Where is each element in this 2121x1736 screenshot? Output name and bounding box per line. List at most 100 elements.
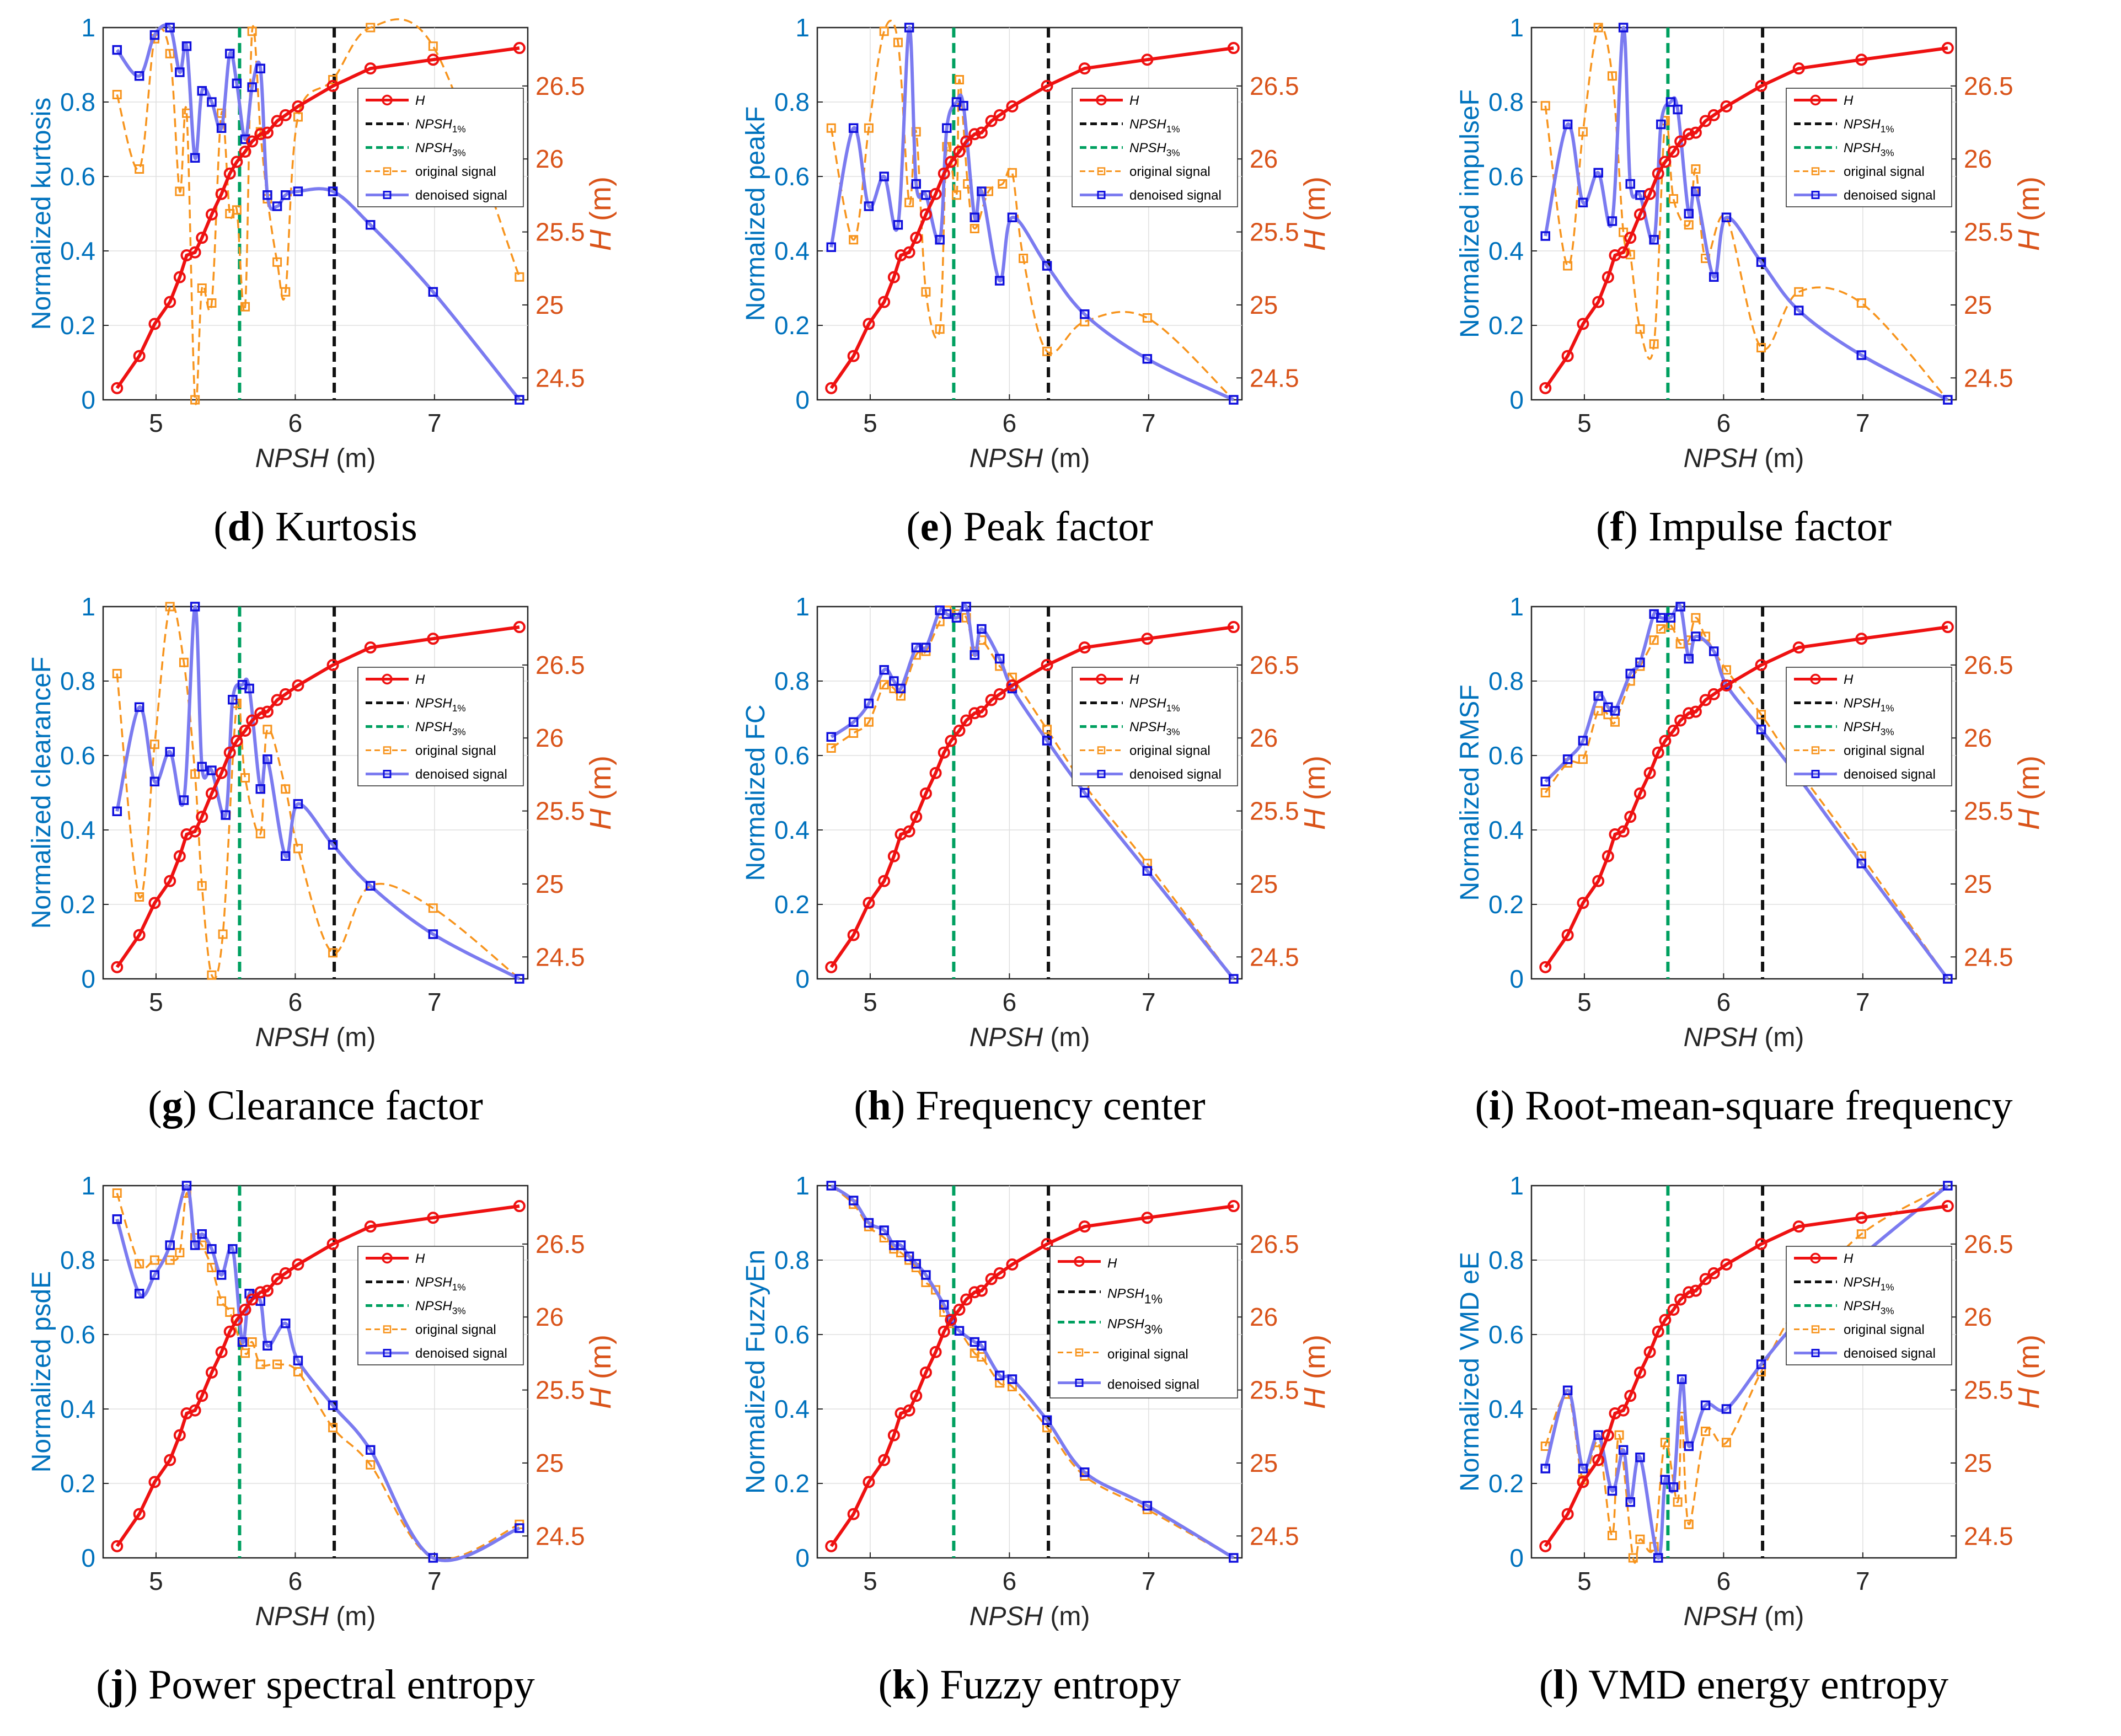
H-point	[985, 694, 998, 706]
H-point	[223, 1325, 236, 1338]
denoised-signal-point	[961, 602, 971, 612]
denoised-signal-point	[1684, 653, 1694, 664]
H-point	[254, 707, 267, 720]
original-signal-point	[165, 1255, 175, 1265]
original-signal-point	[864, 123, 874, 133]
y-tick-label: 1	[795, 13, 810, 42]
original-signal-point	[1614, 1430, 1624, 1440]
legend-marker-denoised	[1097, 770, 1106, 778]
H-point	[945, 1314, 957, 1326]
denoised-signal-point	[179, 795, 189, 805]
denoised-signal-point	[244, 683, 254, 694]
H-point	[863, 897, 875, 909]
plot-area	[816, 606, 1243, 980]
denoised-signal-point	[994, 276, 1005, 286]
legend-label: NPSH1%	[1129, 696, 1180, 714]
denoised-signal-point	[228, 695, 238, 705]
legend-marker-denoised	[1075, 1379, 1084, 1387]
H-line	[115, 625, 520, 968]
H-point	[173, 1429, 186, 1442]
H-point	[1577, 1476, 1589, 1488]
denoised-signal-point	[1691, 631, 1701, 641]
denoised-signal-point	[942, 123, 952, 133]
denoised-signal-point	[328, 1400, 338, 1410]
y-tick-label: 1	[81, 1171, 95, 1200]
y-tick-label: 1	[1509, 592, 1524, 621]
h-tick-label: 24.5	[535, 942, 585, 971]
h-tick-label: 26	[1250, 724, 1278, 752]
denoised-signal-point	[1943, 1181, 1953, 1191]
legend-marker-H	[1074, 1256, 1085, 1267]
H-point	[1792, 641, 1805, 654]
H-point	[196, 1390, 208, 1402]
original-signal-point	[864, 717, 874, 727]
h-tick-label: 25	[1964, 870, 1992, 898]
legend-label: original signal	[415, 164, 496, 179]
legend-marker-denoised	[1097, 191, 1106, 199]
y-tick-label: 0.6	[774, 741, 810, 770]
legend-label: H	[1107, 1256, 1117, 1271]
h-tick-label: 24.5	[535, 1521, 585, 1550]
denoised-signal-point	[879, 665, 889, 675]
H-point	[1602, 1429, 1614, 1442]
H-point	[196, 811, 208, 823]
H-point	[513, 42, 526, 55]
original-signal-point	[328, 1423, 338, 1433]
H-point	[953, 725, 966, 737]
original-signal-point	[921, 287, 931, 297]
denoised-signal-point	[826, 732, 836, 742]
original-signal-point	[1635, 1534, 1645, 1544]
denoised-signal-point	[224, 49, 235, 58]
legend: H NPSH1% NPSH3% original signal denoised sig…	[1072, 88, 1238, 207]
x-tick-label: 7	[427, 409, 442, 437]
legend-label: NPSH3%	[415, 1299, 466, 1316]
denoised-signal-point	[911, 179, 921, 189]
original-signal-point	[1721, 665, 1731, 675]
legend-label: NPSH1%	[1107, 1287, 1163, 1306]
x-tick-label: 6	[1717, 1567, 1731, 1595]
H-point	[1707, 688, 1720, 700]
legend-box	[1072, 88, 1238, 207]
H-point	[825, 382, 838, 394]
H-point	[1643, 1346, 1656, 1358]
H-point	[847, 1508, 860, 1520]
H-point	[985, 1273, 998, 1285]
original-signal-point	[904, 197, 914, 207]
y-tick-label: 0.2	[1488, 890, 1524, 919]
denoised-signal-point	[911, 1259, 921, 1269]
denoised-signal-point	[921, 1270, 931, 1280]
H-point	[173, 271, 186, 283]
H-point	[1941, 1200, 1954, 1213]
y-tick-label: 0.8	[774, 88, 810, 116]
h-tick-label: 26	[535, 144, 564, 173]
H-point	[1659, 156, 1672, 168]
denoised-signal-point	[232, 78, 242, 88]
denoised-signal-point	[1607, 216, 1617, 226]
original-signal-point	[951, 190, 961, 200]
H-point	[993, 1267, 1006, 1279]
denoised-signal-point	[935, 235, 945, 245]
H-point	[1602, 850, 1614, 862]
denoised-signal-point	[165, 1240, 175, 1250]
denoised-signal-point	[1618, 1445, 1629, 1455]
original-signal-point	[149, 740, 159, 749]
H-point	[975, 705, 988, 718]
original-signal-point	[272, 1359, 282, 1369]
x-tick-label: 5	[863, 988, 877, 1016]
denoised-signal-point	[1142, 1501, 1153, 1511]
denoised-signal-point	[826, 1181, 836, 1191]
original-signal-point	[1684, 1519, 1694, 1529]
H-point	[929, 767, 942, 779]
H-line	[1544, 625, 1948, 968]
original-signal-point	[428, 41, 438, 51]
H-point	[111, 1540, 124, 1552]
h-axis-label: H (m)	[584, 1335, 617, 1409]
original-signal-point	[1656, 624, 1666, 634]
x-tick-label: 6	[288, 1567, 303, 1595]
plot-area	[102, 606, 529, 980]
x-tick-label: 7	[1142, 409, 1156, 437]
x-tick-label: 7	[1142, 1567, 1156, 1595]
H-point	[1643, 187, 1656, 200]
denoised-signal-point	[1684, 208, 1694, 219]
denoised-signal-point	[1793, 306, 1804, 315]
